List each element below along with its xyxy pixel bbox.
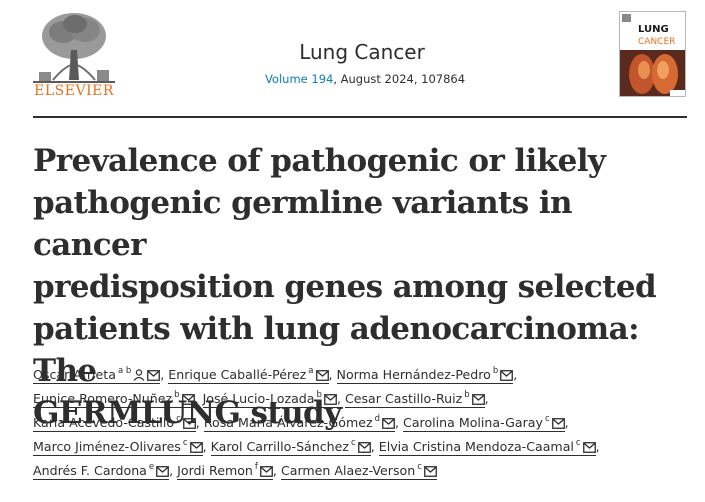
author-row: Andrés F. Cardona e, Jordi Remon f, Carmen… [33, 462, 437, 484]
author-link[interactable]: Carmen Alaez-Verson c [280, 462, 437, 482]
author-name: Karla Acevedo-Castillo [33, 415, 175, 430]
author-link[interactable]: Jordi Remon f [177, 462, 273, 482]
affiliation-superscript: a b [117, 366, 132, 376]
email-icon [324, 392, 337, 410]
author-separator: , [336, 391, 345, 406]
email-icon [189, 440, 203, 458]
affiliation-superscript: c [417, 462, 422, 472]
affiliation-superscript: d [374, 414, 381, 424]
author-name: Enrique Caballé-Pérez [168, 367, 307, 382]
author-name: Marco Jiménez-Olivares [33, 439, 181, 454]
email-icon [181, 392, 195, 410]
person-icon [133, 368, 145, 386]
elsevier-wordmark: ELSEVIER [34, 83, 114, 99]
author-link[interactable]: Andrés F. Cardona e [33, 462, 170, 482]
affiliation-superscript: b [174, 390, 180, 400]
article-title: Prevalence of pathogenic or likely patho… [33, 140, 687, 434]
author-link[interactable]: Norma Hernández-Pedro b [336, 366, 514, 386]
cover-title-2: CANCER [638, 37, 675, 47]
cover-title-1: LUNG [638, 24, 669, 35]
author-name: Andrés F. Cardona [33, 463, 147, 478]
author-separator: , [194, 391, 203, 406]
affiliation-superscript: c [544, 414, 550, 424]
author-link[interactable]: José Lucio-Lozada b [202, 390, 337, 410]
header-divider [33, 116, 687, 118]
author-link[interactable]: Cesar Castillo-Ruiz b [344, 390, 485, 410]
email-icon [471, 392, 485, 410]
issue-info: , August 2024, 107864 [333, 72, 466, 86]
article-header: ELSEVIER Lung Cancer Volume 194, August … [0, 0, 705, 118]
title-line: patients with lung adenocarcinoma: The [33, 311, 640, 389]
author-name: Karol Carrillo-Sánchez [210, 439, 350, 454]
journal-title-link[interactable]: Lung Cancer [299, 40, 425, 64]
title-line: predisposition genes among selected [33, 269, 657, 305]
author-name: Elvia Cristina Mendoza-Caamal [378, 439, 574, 454]
author-separator: , [272, 463, 281, 478]
author-separator: , [160, 367, 169, 382]
author-name: Eunice Romero-Nuñez [33, 391, 173, 406]
author-separator: , [202, 439, 211, 454]
author-name: Oscar Arrieta [33, 367, 116, 382]
email-icon [500, 368, 514, 386]
volume-link[interactable]: Volume 194 [264, 72, 334, 86]
author-separator: , [370, 439, 379, 454]
author-separator: , [169, 463, 178, 478]
journal-meta: Volume 194, August 2024, 107864 [230, 72, 500, 86]
affiliation-superscript: c [575, 438, 581, 448]
author-separator: , [564, 415, 569, 430]
email-icon [424, 464, 437, 482]
affiliation-superscript: b [316, 390, 322, 400]
author-separator: , [395, 415, 404, 430]
author-separator: , [484, 391, 489, 406]
affiliation-superscript: c [351, 438, 356, 448]
email-icon [260, 464, 273, 482]
affiliation-superscript: f [254, 462, 258, 472]
author-row: Karla Acevedo-Castillo c, Rosa María Álva… [33, 414, 569, 436]
author-name: José Lucio-Lozada [202, 391, 315, 406]
elsevier-tree-logo[interactable] [33, 10, 115, 100]
email-icon [156, 464, 170, 482]
author-link[interactable]: Eunice Romero-Nuñez b [33, 390, 195, 410]
author-row: Marco Jiménez-Olivares c, Karol Carrillo-… [33, 438, 600, 460]
author-link[interactable]: Oscar Arrieta a b [33, 366, 161, 386]
author-link[interactable]: Elvia Cristina Mendoza-Caamal c [378, 438, 596, 458]
author-separator: , [328, 367, 337, 382]
title-line: GERMLUNG study [33, 395, 342, 431]
author-link[interactable]: Rosa María Álvarez-Gómez d [203, 414, 396, 434]
author-name: Rosa María Álvarez-Gómez [203, 415, 373, 430]
author-name: Norma Hernández-Pedro [336, 367, 491, 382]
author-name: Carolina Molina-Garay [403, 415, 543, 430]
author-name: Cesar Castillo-Ruiz [344, 391, 463, 406]
title-line: pathogenic germline variants in cancer [33, 185, 573, 263]
affiliation-superscript: a [308, 366, 314, 376]
affiliation-superscript: e [148, 462, 155, 472]
author-row: Eunice Romero-Nuñez b, José Lucio-Lozada b… [33, 390, 489, 412]
author-separator: , [513, 367, 518, 382]
author-link[interactable]: Karol Carrillo-Sánchez c [210, 438, 371, 458]
email-icon [147, 368, 161, 386]
author-link[interactable]: Marco Jiménez-Olivares c [33, 438, 203, 458]
author-separator: , [595, 439, 600, 454]
email-icon [182, 416, 196, 434]
affiliation-superscript: b [464, 390, 470, 400]
author-link[interactable]: Carolina Molina-Garay c [403, 414, 565, 434]
email-icon [357, 440, 371, 458]
affiliation-superscript: c [182, 438, 188, 448]
email-icon [582, 440, 596, 458]
affiliation-superscript: b [492, 366, 499, 376]
author-name: Carmen Alaez-Verson [280, 463, 416, 478]
author-name: Jordi Remon [177, 463, 253, 478]
author-link[interactable]: Karla Acevedo-Castillo c [33, 414, 196, 434]
email-icon [382, 416, 395, 434]
affiliation-superscript: c [176, 414, 181, 424]
author-link[interactable]: Enrique Caballé-Pérez a [168, 366, 329, 386]
email-icon [315, 368, 329, 386]
author-row: Oscar Arrieta a b, Enrique Caballé-Pérez a… [33, 366, 517, 388]
email-icon [551, 416, 565, 434]
journal-cover-image[interactable]: LUNG CANCER [619, 11, 686, 97]
author-separator: , [195, 415, 204, 430]
title-line: Prevalence of pathogenic or likely [33, 143, 606, 179]
